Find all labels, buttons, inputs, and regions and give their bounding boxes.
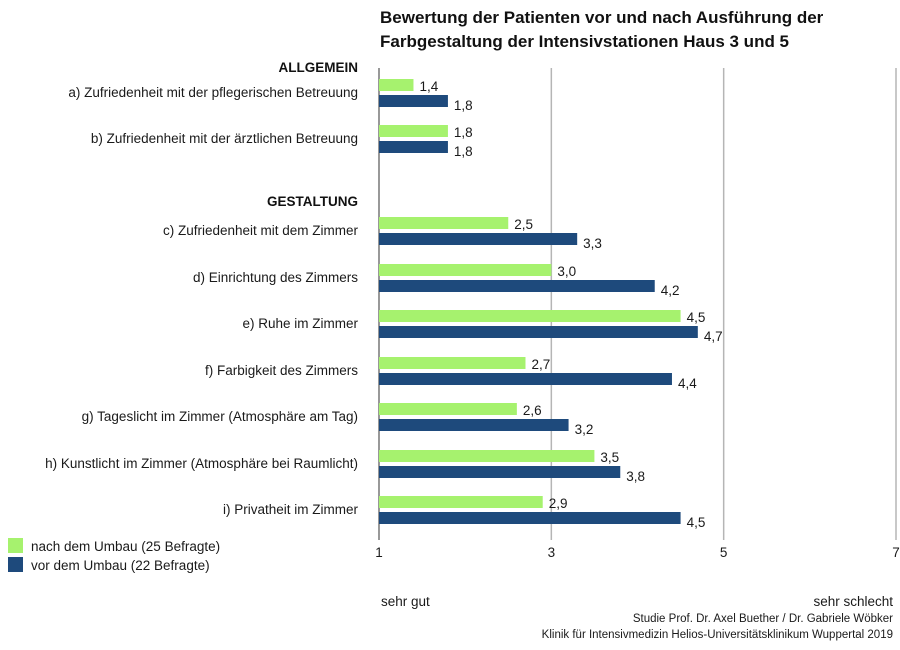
x-axis-low-label: sehr gut bbox=[381, 594, 430, 609]
value-label: 3,0 bbox=[557, 264, 576, 279]
chart-title-line-2: Farbgestaltung der Intensivstationen Hau… bbox=[380, 32, 789, 51]
bar-nach bbox=[379, 125, 448, 137]
value-label: 3,8 bbox=[626, 469, 645, 484]
section-labels: ALLGEMEIN GESTALTUNG bbox=[267, 60, 358, 209]
chart-title-line-1: Bewertung der Patienten vor und nach Aus… bbox=[380, 8, 824, 27]
bar-vor bbox=[379, 95, 448, 107]
value-label: 1,4 bbox=[419, 79, 438, 94]
legend-swatch-vor bbox=[8, 557, 23, 572]
legend: nach dem Umbau (25 Befragte) vor dem Umb… bbox=[8, 538, 220, 573]
category-label: i) Privatheit im Zimmer bbox=[223, 502, 359, 517]
category-label: d) Einrichtung des Zimmers bbox=[193, 270, 358, 285]
bar-vor bbox=[379, 466, 621, 478]
category-label: e) Ruhe im Zimmer bbox=[242, 316, 358, 331]
value-label: 2,9 bbox=[549, 496, 568, 511]
value-label: 3,5 bbox=[600, 450, 619, 465]
bar-nach bbox=[379, 496, 543, 508]
footer-line-2: Klinik für Intensivmedizin Helios-Univer… bbox=[542, 629, 893, 641]
section-label: ALLGEMEIN bbox=[279, 60, 359, 75]
section-label: GESTALTUNG bbox=[267, 194, 358, 209]
value-label: 2,7 bbox=[531, 357, 550, 372]
bar-nach bbox=[379, 403, 517, 415]
value-label: 2,5 bbox=[514, 217, 533, 232]
bar-vor bbox=[379, 419, 569, 431]
category-labels: a) Zufriedenheit mit der pflegerischen B… bbox=[45, 85, 358, 517]
value-labels: 1,4 1,8 1,8 1,8 2,5 3,3 3,0 4,2 4,5 4,7 2,7 4,4 2,6 3… bbox=[419, 79, 722, 530]
value-label: 1,8 bbox=[454, 125, 473, 140]
value-label: 4,7 bbox=[704, 329, 723, 344]
value-label: 2,6 bbox=[523, 403, 542, 418]
bar-nach bbox=[379, 357, 526, 369]
value-label: 3,3 bbox=[583, 236, 602, 251]
bars bbox=[379, 79, 698, 524]
category-label: f) Farbigkeit des Zimmers bbox=[205, 363, 358, 378]
value-label: 4,5 bbox=[687, 515, 706, 530]
value-label: 3,2 bbox=[575, 422, 594, 437]
category-label: g) Tageslicht im Zimmer (Atmosphäre am T… bbox=[82, 409, 358, 424]
bar-nach bbox=[379, 310, 681, 322]
legend-swatch-nach bbox=[8, 538, 23, 553]
bar-nach bbox=[379, 217, 509, 229]
x-axis-ticks: 1 3 5 7 bbox=[375, 545, 900, 560]
bar-nach bbox=[379, 264, 552, 276]
category-label: h) Kunstlicht im Zimmer (Atmosphäre bei … bbox=[45, 456, 358, 471]
x-tick-label: 5 bbox=[720, 545, 728, 560]
x-tick-label: 1 bbox=[375, 545, 383, 560]
bar-nach bbox=[379, 450, 595, 462]
x-axis-high-label: sehr schlecht bbox=[813, 594, 893, 609]
bar-vor bbox=[379, 280, 655, 292]
value-label: 1,8 bbox=[454, 98, 473, 113]
bar-vor bbox=[379, 512, 681, 524]
value-label: 1,8 bbox=[454, 144, 473, 159]
x-tick-label: 3 bbox=[548, 545, 556, 560]
category-label: a) Zufriedenheit mit der pflegerischen B… bbox=[68, 85, 358, 100]
value-label: 4,5 bbox=[687, 310, 706, 325]
category-label: b) Zufriedenheit mit der ärztlichen Betr… bbox=[91, 131, 358, 146]
category-label: c) Zufriedenheit mit dem Zimmer bbox=[163, 223, 359, 238]
bar-vor bbox=[379, 326, 698, 338]
footer-line-1: Studie Prof. Dr. Axel Buether / Dr. Gabr… bbox=[633, 613, 893, 625]
value-label: 4,2 bbox=[661, 283, 680, 298]
legend-label-nach: nach dem Umbau (25 Befragte) bbox=[31, 539, 220, 554]
bar-vor bbox=[379, 373, 672, 385]
bar-vor bbox=[379, 141, 448, 153]
bar-vor bbox=[379, 233, 578, 245]
x-tick-label: 7 bbox=[892, 545, 900, 560]
value-label: 4,4 bbox=[678, 376, 697, 391]
legend-label-vor: vor dem Umbau (22 Befragte) bbox=[31, 558, 210, 573]
bar-nach bbox=[379, 79, 414, 91]
